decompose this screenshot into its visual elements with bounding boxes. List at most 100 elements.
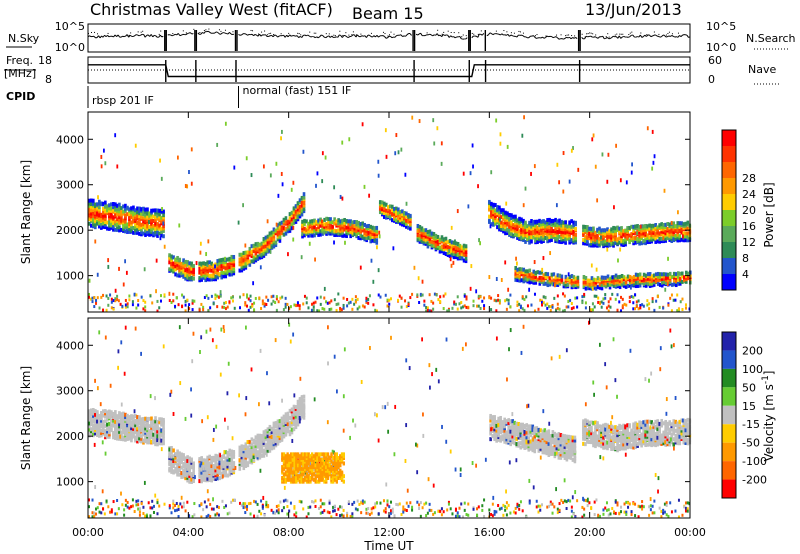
range-cell [178, 264, 181, 269]
range-cell [492, 208, 495, 213]
noise-cell [428, 293, 431, 297]
range-cell [132, 422, 135, 427]
range-cell [393, 212, 396, 217]
range-cell [684, 270, 688, 275]
colorbar-swatch [722, 194, 736, 210]
range-cell [341, 218, 344, 223]
range-cell [337, 231, 340, 236]
range-cell [630, 232, 633, 237]
noise-cell [353, 302, 356, 306]
range-cell [174, 257, 177, 262]
range-cell [178, 268, 181, 273]
range-cell [528, 225, 531, 230]
range-cell [614, 283, 618, 288]
range-cell [302, 412, 306, 417]
range-cell [676, 224, 680, 229]
range-cell [292, 215, 296, 220]
freq-trace [88, 60, 690, 82]
range-cell [612, 229, 615, 234]
range-cell [678, 224, 682, 229]
range-cell [668, 232, 672, 237]
range-cell [98, 422, 101, 427]
range-cell [296, 213, 300, 218]
range-cell [530, 219, 533, 224]
nsky-segment [277, 35, 280, 38]
range-cell [150, 428, 153, 433]
nsearch-dot [477, 33, 479, 35]
range-cell [674, 227, 678, 232]
range-cell [134, 217, 137, 222]
sparse-cell [555, 203, 558, 208]
range-cell [432, 232, 436, 237]
sparse-cell [224, 121, 227, 126]
range-cell [520, 217, 523, 222]
range-cell [216, 267, 220, 272]
range-cell [516, 226, 519, 231]
range-cell [592, 277, 596, 282]
nsky-segment [200, 32, 203, 35]
range-cell [594, 234, 597, 239]
range-cell [116, 436, 119, 441]
nsky-segment [594, 36, 597, 39]
range-cell [110, 206, 113, 211]
nsearch-dot [205, 29, 207, 31]
sparse-cell [495, 276, 498, 281]
noise-cell [312, 308, 315, 312]
noise-cell [477, 296, 480, 300]
nsearch-dot [328, 33, 330, 35]
range-cell [522, 267, 526, 272]
range-cell [405, 211, 408, 216]
range-cell [258, 252, 262, 257]
noise-cell [620, 309, 623, 313]
range-cell [339, 219, 342, 224]
range-cell [170, 446, 173, 451]
range-cell [124, 219, 127, 224]
range-cell [222, 460, 226, 465]
nsky-segment [491, 33, 494, 36]
range-cell [202, 460, 205, 465]
range-cell [301, 234, 304, 239]
nsky-segment [152, 35, 155, 38]
range-cell [102, 409, 105, 414]
range-cell [598, 239, 601, 244]
noise-cell [509, 305, 512, 309]
range-cell [182, 453, 185, 458]
range-cell [554, 217, 557, 222]
range-cell [206, 459, 209, 464]
range-cell [88, 413, 91, 418]
range-cell [184, 465, 187, 470]
range-cell [162, 433, 165, 438]
range-cell [532, 231, 535, 236]
range-cell [562, 220, 565, 225]
range-cell [393, 206, 396, 211]
range-cell [628, 274, 632, 279]
range-cell [294, 209, 298, 214]
range-cell [568, 240, 571, 245]
range-cell [242, 261, 246, 266]
range-cell [586, 225, 589, 230]
nsky-segment [415, 33, 418, 36]
sparse-cell [114, 288, 117, 293]
range-cell [232, 262, 236, 267]
range-cell [538, 231, 541, 236]
range-cell [182, 260, 185, 265]
range-cell [424, 231, 428, 236]
range-cell [680, 279, 684, 284]
range-cell [260, 241, 264, 246]
sparse-cell [606, 179, 609, 184]
noise-cell [456, 295, 459, 299]
range-cell [124, 203, 127, 208]
range-cell [290, 430, 294, 435]
nsearch-dot [518, 30, 520, 32]
range-cell [180, 261, 183, 266]
freq-line [88, 64, 690, 78]
range-cell [508, 212, 511, 217]
sparse-cell [651, 166, 654, 171]
range-cell [198, 470, 201, 475]
range-cell [92, 221, 95, 226]
noise-cell [184, 303, 187, 307]
range-cell [158, 417, 161, 422]
sparse-cell [411, 115, 414, 120]
range-cell [276, 223, 280, 228]
nsearch-dot [297, 32, 299, 34]
